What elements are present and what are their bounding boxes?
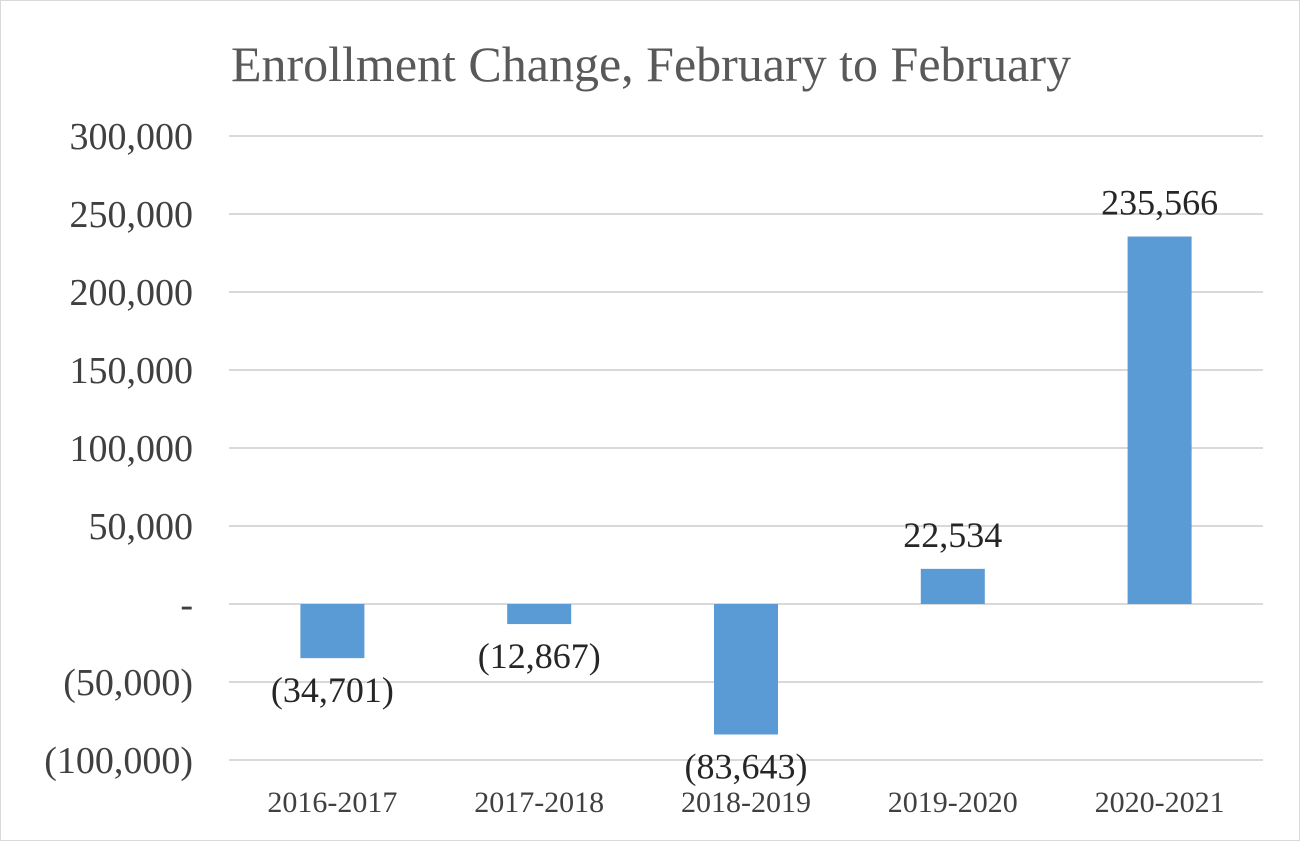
x-tick-label: 2017-2018 xyxy=(474,786,604,819)
y-tick-label: 200,000 xyxy=(70,272,194,314)
gridlines xyxy=(229,135,1263,761)
x-tick-label: 2016-2017 xyxy=(267,786,397,819)
chart-title: Enrollment Change, February to February xyxy=(231,36,1071,92)
x-axis-tick-labels: 2016-2017 2017-2018 2018-2019 2019-2020 2020… xyxy=(267,786,1224,819)
data-label: 235,566 xyxy=(1101,183,1218,223)
y-tick-label: 300,000 xyxy=(70,116,194,158)
x-tick-label: 2019-2020 xyxy=(888,786,1018,819)
y-tick-label: (50,000) xyxy=(63,662,193,704)
bar-2020-2021 xyxy=(1127,236,1192,605)
data-label: 22,534 xyxy=(903,515,1002,555)
y-tick-label: 100,000 xyxy=(70,428,194,470)
y-tick-label: (100,000) xyxy=(44,740,193,782)
bar-2016-2017 xyxy=(300,604,365,659)
y-tick-label: 50,000 xyxy=(89,506,194,548)
bar-2019-2020 xyxy=(920,568,985,604)
bars xyxy=(300,236,1192,735)
x-tick-label: 2020-2021 xyxy=(1095,786,1225,819)
data-label: (83,643) xyxy=(685,746,808,786)
data-label: (12,867) xyxy=(478,636,601,676)
y-tick-label: - xyxy=(180,584,193,626)
y-tick-label: 150,000 xyxy=(70,350,194,392)
y-tick-label: 250,000 xyxy=(70,194,194,236)
data-labels: (34,701) (12,867) (83,643) 22,534 235,566 xyxy=(271,183,1218,787)
bar-2018-2019 xyxy=(714,604,778,735)
y-axis-tick-labels: 300,000 250,000 200,000 150,000 100,000 50,00… xyxy=(44,116,193,782)
x-tick-label: 2018-2019 xyxy=(681,786,811,819)
data-label: (34,701) xyxy=(271,670,394,710)
bar-2017-2018 xyxy=(507,604,572,625)
